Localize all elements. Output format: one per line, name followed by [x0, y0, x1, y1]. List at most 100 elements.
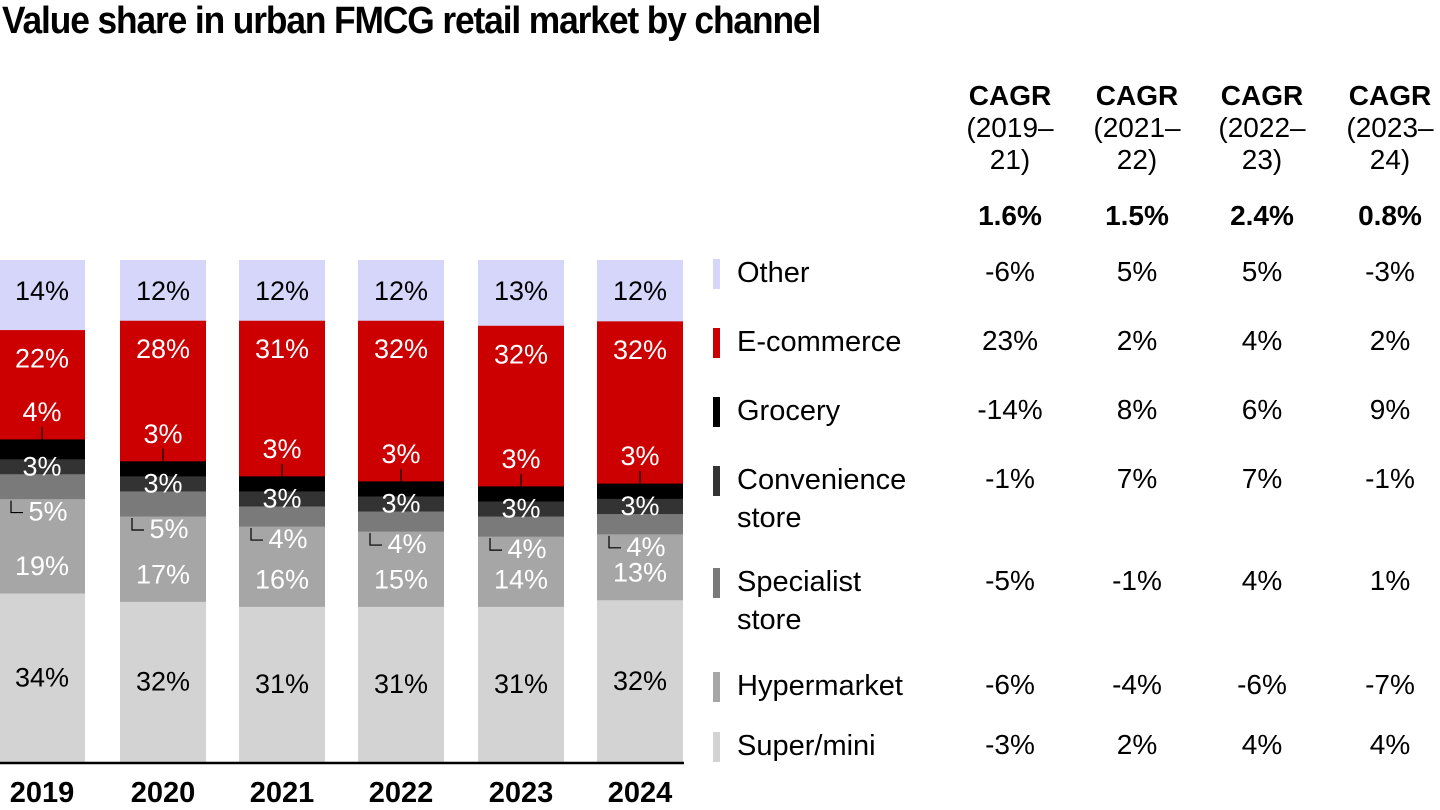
legend-swatch [713, 732, 720, 762]
legend-swatch [713, 328, 720, 358]
data-label-convenience-store-2019: 3% [22, 451, 61, 481]
data-label-e-commerce-2021: 31% [255, 334, 309, 364]
bar-segment-convenience-store-2021 [239, 490, 325, 507]
cagr-period: 22) [1116, 144, 1158, 175]
cagr-value: 23% [981, 325, 1039, 356]
cagr-value: 4% [1241, 565, 1283, 596]
cagr-period: (2021– [1093, 112, 1181, 143]
legend-label: E-commerce [737, 326, 902, 358]
bar-segment-grocery-2022 [358, 480, 444, 497]
legend-swatch [713, 568, 720, 598]
bar-segment-super-mini-2023 [478, 606, 564, 763]
data-label-other-2021: 12% [255, 276, 309, 306]
data-label-super-mini-2024: 32% [613, 666, 667, 696]
legend-swatch [713, 466, 720, 496]
bar-segment-hypermarket-2023 [478, 536, 564, 607]
cagr-value: 2% [1116, 325, 1158, 356]
cagr-value: -3% [985, 729, 1035, 760]
bar-segment-other-2019 [0, 260, 85, 331]
cagr-label: CAGR [968, 80, 1052, 111]
cagr-value: 2% [1116, 729, 1158, 760]
bar-segment-e-commerce-2022 [358, 320, 444, 482]
cagr-value: -5% [985, 565, 1035, 596]
cagr-header-1: CAGR (2019– 21) [945, 80, 1075, 176]
data-label-hypermarket-2024: 13% [613, 558, 667, 588]
cagr-total-3: 2.4% [1230, 200, 1294, 231]
legend-label: Specialist store [737, 566, 862, 636]
cagr-value: -6% [985, 669, 1035, 700]
legend-label: Convenience store [737, 464, 907, 534]
cagr-total-1: 1.6% [978, 200, 1042, 231]
x-tick-label-2019: 2019 [10, 777, 75, 809]
cagr-value: -1% [1365, 463, 1415, 494]
bar-segment-specialist-store-2022 [358, 511, 444, 532]
bar-segment-e-commerce-2024 [597, 320, 683, 484]
leader-line-specialist-2020 [131, 518, 144, 531]
data-label-grocery-2023: 3% [501, 444, 540, 474]
data-label-convenience-store-2021: 3% [262, 483, 301, 513]
data-label-hypermarket-2020: 17% [136, 559, 190, 589]
legend-swatch [713, 672, 720, 702]
bar-segment-other-2021 [239, 260, 325, 321]
cagr-value: -14% [977, 394, 1043, 425]
cagr-value: 5% [1116, 256, 1158, 287]
cagr-period: (2022– [1218, 112, 1306, 143]
data-label-specialist-store-2022: 4% [387, 529, 426, 559]
data-label-hypermarket-2019: 19% [15, 551, 69, 581]
data-label-other-2024: 12% [613, 276, 667, 306]
cagr-period: 24) [1369, 144, 1411, 175]
bar-segment-hypermarket-2024 [597, 533, 683, 601]
cagr-value: -3% [1365, 256, 1415, 287]
data-label-e-commerce-2022: 32% [374, 334, 428, 364]
bar-segment-other-2020 [120, 260, 206, 321]
data-label-hypermarket-2022: 15% [374, 564, 428, 594]
bar-segment-other-2022 [358, 260, 444, 321]
data-label-e-commerce-2023: 32% [494, 339, 548, 369]
bar-segment-specialist-store-2020 [120, 490, 206, 517]
cagr-header-2: CAGR (2021– 22) [1072, 80, 1202, 176]
legend-label: Hypermarket [737, 670, 903, 702]
cagr-value: 5% [1241, 256, 1283, 287]
cagr-value: 7% [1241, 463, 1283, 494]
data-label-super-mini-2023: 31% [494, 669, 548, 699]
bar-segment-convenience-store-2023 [478, 500, 564, 517]
bar-segment-grocery-2023 [478, 485, 564, 502]
cagr-value: 4% [1241, 729, 1283, 760]
bar-segment-other-2023 [478, 260, 564, 326]
bar-segment-specialist-store-2019 [0, 473, 85, 500]
bar-segment-specialist-store-2021 [239, 505, 325, 527]
legend-label: Grocery [737, 395, 841, 427]
cagr-label: CAGR [1095, 80, 1179, 111]
bar-segment-super-mini-2020 [120, 601, 206, 763]
legend-label: Other [737, 257, 810, 289]
bar-segment-grocery-2021 [239, 475, 325, 492]
data-label-super-mini-2021: 31% [255, 669, 309, 699]
data-label-grocery-2024: 3% [620, 441, 659, 471]
data-label-other-2019: 14% [15, 276, 69, 306]
bar-segment-convenience-store-2024 [597, 498, 683, 515]
data-label-hypermarket-2023: 14% [494, 564, 548, 594]
cagr-period: (2019– [966, 112, 1054, 143]
cagr-value: 4% [1369, 729, 1411, 760]
bar-segment-e-commerce-2023 [478, 325, 564, 487]
cagr-total-2: 1.5% [1105, 200, 1169, 231]
cagr-header-4: CAGR (2023– 24) [1325, 80, 1440, 176]
legend-swatch [713, 259, 720, 289]
cagr-value: 8% [1116, 394, 1158, 425]
leader-line-specialist-2021 [250, 528, 263, 541]
data-label-e-commerce-2019: 22% [15, 344, 69, 374]
cagr-value: 1% [1369, 565, 1411, 596]
cagr-value: 2% [1369, 325, 1411, 356]
data-label-other-2023: 13% [494, 276, 548, 306]
leader-line-specialist-2022 [369, 533, 382, 546]
cagr-period: (2023– [1346, 112, 1434, 143]
cagr-value: -7% [1365, 669, 1415, 700]
cagr-value: 4% [1241, 325, 1283, 356]
bar-segment-hypermarket-2019 [0, 498, 85, 594]
data-label-specialist-store-2019: 5% [28, 497, 67, 527]
cagr-period: 21) [989, 144, 1031, 175]
cagr-value: -1% [985, 463, 1035, 494]
data-label-super-mini-2020: 32% [136, 667, 190, 697]
bar-segment-e-commerce-2019 [0, 329, 85, 440]
x-tick-label-2023: 2023 [489, 777, 554, 809]
